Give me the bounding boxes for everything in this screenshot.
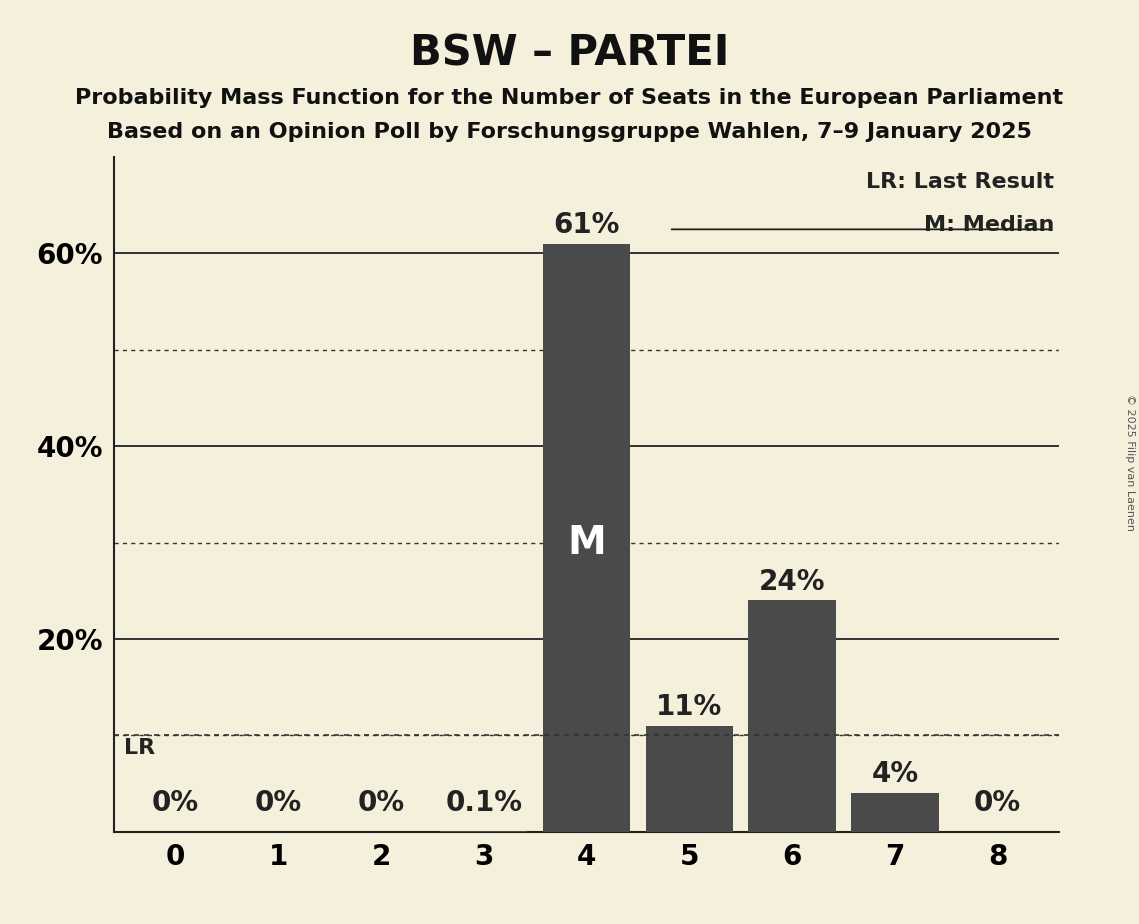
Text: 0.1%: 0.1% — [445, 789, 523, 817]
Text: 0%: 0% — [151, 789, 199, 817]
Text: LR: Last Result: LR: Last Result — [866, 172, 1054, 191]
Text: M: M — [567, 524, 606, 562]
Text: 0%: 0% — [358, 789, 404, 817]
Text: © 2025 Filip van Laenen: © 2025 Filip van Laenen — [1125, 394, 1134, 530]
Bar — [543, 244, 630, 832]
Text: M: Median: M: Median — [924, 215, 1054, 235]
Text: LR: LR — [124, 738, 155, 758]
Bar — [748, 601, 836, 832]
Text: 61%: 61% — [554, 211, 620, 239]
Text: Probability Mass Function for the Number of Seats in the European Parliament: Probability Mass Function for the Number… — [75, 88, 1064, 108]
Text: Based on an Opinion Poll by Forschungsgruppe Wahlen, 7–9 January 2025: Based on an Opinion Poll by Forschungsgr… — [107, 122, 1032, 142]
Text: 0%: 0% — [974, 789, 1022, 817]
Text: 11%: 11% — [656, 693, 722, 721]
Text: 0%: 0% — [255, 789, 302, 817]
Text: 24%: 24% — [759, 567, 826, 596]
Bar — [851, 793, 939, 832]
Text: 4%: 4% — [871, 760, 918, 788]
Bar — [440, 831, 527, 832]
Text: BSW – PARTEI: BSW – PARTEI — [410, 32, 729, 74]
Bar — [646, 725, 734, 832]
